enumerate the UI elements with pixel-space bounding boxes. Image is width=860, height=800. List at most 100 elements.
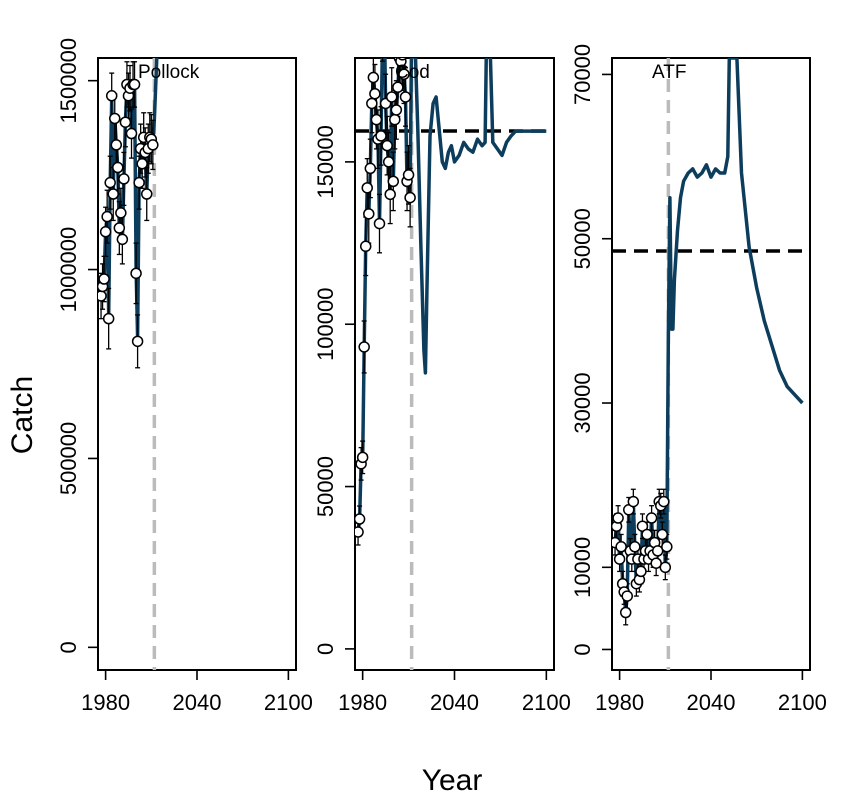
plot-area-atf [612, 58, 810, 670]
observed-point-pollock-1987 [110, 139, 123, 151]
observed-point-cod-2002 [390, 104, 403, 116]
observed-point-cod-1988 [369, 87, 381, 100]
observed-point-cod-1993 [378, 27, 388, 37]
observed-point-cod-2001 [389, 113, 401, 126]
error-bar-cod-1993 [380, 58, 386, 62]
observed-point-pollock-1988 [112, 161, 124, 174]
error-bar-cod-1994 [382, 0, 387, 29]
observed-point-cod-1985 [364, 162, 377, 175]
observed-point-atf-2010 [659, 561, 672, 574]
observed-point-cod-1981 [358, 341, 370, 353]
observed-point-atf-2005 [651, 545, 664, 557]
observed-point-cod-1998 [384, 188, 396, 201]
observed-point-atf-1984 [619, 606, 632, 619]
y-tick-label-cod-0: 0 [313, 643, 338, 655]
x-tick-label-atf-2040: 2040 [687, 690, 736, 715]
observed-point-pollock-1991 [116, 233, 129, 246]
observed-point-pollock-1989 [113, 222, 126, 234]
y-tick-label-pollock-0: 0 [56, 641, 81, 653]
y-tick-label-pollock-1500000: 1500000 [56, 38, 81, 124]
observed-point-pollock-1983 [104, 176, 116, 189]
observed-point-cod-2006 [397, 58, 408, 61]
observed-point-pollock-1984 [105, 90, 118, 102]
observed-point-atf-1989 [627, 495, 640, 508]
observed-point-pollock-2002 [133, 176, 145, 189]
observed-point-cod-2008 [399, 91, 412, 103]
observed-point-cod-1982 [359, 240, 372, 253]
observed-point-cod-1991 [373, 217, 386, 230]
plot-area-cod [355, 0, 554, 670]
panel-title-atf: ATF [652, 62, 686, 83]
y-tick-label-cod-50000: 50000 [313, 456, 338, 517]
observed-point-pollock-1993 [119, 116, 132, 128]
observed-point-cod-1984 [363, 208, 375, 220]
x-tick-label-atf-1980: 1980 [595, 690, 644, 715]
x-tick-label-pollock-2040: 2040 [173, 690, 222, 715]
observed-point-cod-1999 [385, 91, 398, 103]
y-tick-label-atf-0: 0 [570, 643, 595, 655]
y-tick-label-cod-100000: 100000 [313, 288, 338, 361]
observed-point-pollock-2001 [131, 335, 144, 348]
observed-point-atf-1980 [613, 553, 626, 565]
y-tick-label-atf-70000: 70000 [570, 44, 595, 105]
observed-point-cod-1997 [382, 156, 395, 168]
observed-point-pollock-1986 [109, 112, 121, 125]
panel-title-pollock: Pollock [138, 62, 200, 83]
observed-point-atf-1979 [612, 512, 624, 524]
y-tick-label-cod-150000: 150000 [313, 125, 338, 198]
panel-cod: 1980 2040 2100 0 50000 100000 150000 Cod [313, 0, 571, 715]
observed-point-atf-2011 [661, 541, 673, 553]
y-axis-label: Catch [6, 376, 39, 454]
observed-point-cod-2011 [404, 191, 416, 204]
observed-point-cod-1978 [355, 513, 366, 525]
x-tick-label-cod-2100: 2100 [522, 690, 571, 715]
observed-point-cod-1983 [361, 182, 373, 194]
observed-point-pollock-1982 [102, 312, 115, 325]
observed-point-pollock-2000 [130, 267, 142, 280]
observed-point-pollock-1992 [118, 173, 130, 185]
observed-point-pollock-2011 [147, 139, 159, 151]
plot-area-pollock [98, 58, 159, 670]
observed-point-pollock-1980 [99, 226, 112, 238]
observed-point-atf-1994 [635, 565, 647, 578]
observed-point-cod-1996 [381, 139, 393, 152]
x-axis-label: Year [422, 764, 483, 797]
observed-point-pollock-2007 [140, 188, 153, 200]
observed-point-cod-1992 [375, 130, 387, 142]
y-tick-label-pollock-1000000: 1000000 [56, 227, 81, 313]
observed-point-pollock-1999 [128, 78, 141, 91]
observed-point-cod-1980 [356, 451, 369, 464]
observed-point-atf-2004 [650, 557, 662, 569]
panel-frame-pollock [97, 57, 297, 671]
observed-point-cod-1986 [366, 97, 378, 110]
observed-point-atf-1990 [629, 541, 641, 553]
panel-title-cod: Cod [395, 62, 430, 83]
observed-point-pollock-1990 [115, 207, 127, 219]
observed-point-cod-2007 [398, 68, 410, 80]
observed-point-cod-1987 [367, 71, 380, 84]
observed-point-cod-2003 [392, 81, 404, 93]
y-tick-label-atf-10000: 10000 [570, 537, 595, 598]
observed-point-pollock-1981 [101, 210, 113, 223]
observed-point-atf-1981 [615, 541, 627, 553]
panel-pollock: 1980 2040 2100 0 500000 1000000 1500000 Pollock [56, 38, 313, 715]
observed-point-atf-1985 [621, 590, 633, 602]
observed-point-atf-1998 [641, 528, 653, 541]
observed-point-cod-2010 [402, 169, 415, 181]
panel-atf: 1980 2040 2100 0 10000 30000 50000 70000 ATF [570, 44, 827, 715]
observed-point-cod-1977 [355, 526, 364, 538]
observed-point-cod-1994 [379, 0, 389, 5]
observed-point-atf-2009 [658, 495, 670, 508]
observed-point-cod-1989 [370, 113, 383, 126]
observed-point-pollock-1997 [125, 127, 138, 140]
y-tick-label-atf-50000: 50000 [570, 208, 595, 269]
observed-point-pollock-1979 [98, 273, 110, 285]
y-tick-label-pollock-500000: 500000 [56, 422, 81, 495]
observed-point-pollock-2004 [136, 158, 148, 170]
model-catch-line-cod [356, 58, 547, 533]
observed-point-cod-2000 [387, 175, 400, 188]
x-tick-label-cod-1980: 1980 [338, 690, 387, 715]
x-tick-label-pollock-1980: 1980 [81, 690, 130, 715]
